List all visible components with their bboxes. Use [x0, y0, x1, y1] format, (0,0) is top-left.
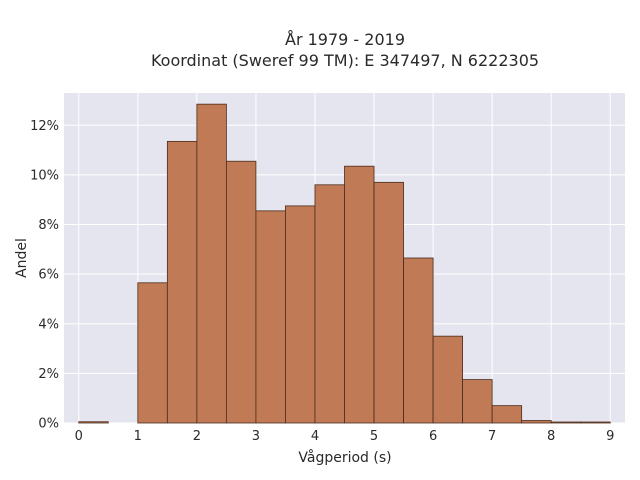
histogram-bar-0	[78, 421, 109, 424]
histogram-bar-4	[196, 103, 227, 424]
chart-title-line-1: År 1979 - 2019	[285, 30, 405, 49]
x-tick-label-7: 7	[488, 429, 496, 444]
histogram-bar-15	[521, 420, 552, 424]
histogram-bar-6	[255, 210, 286, 424]
bars	[78, 103, 611, 424]
y-tick-label-4: 8%	[38, 218, 59, 233]
histogram-bar-14	[491, 405, 523, 424]
histogram-bar-2	[137, 282, 168, 424]
y-axis-ticks: 0% 2% 4% 6% 8% 10% 12%	[30, 119, 59, 432]
histogram-bar-17	[580, 421, 611, 424]
x-tick-label-3: 3	[252, 429, 260, 444]
histogram-bar-11	[403, 257, 434, 424]
y-axis-label: Andel	[14, 238, 30, 278]
x-tick-label-9: 9	[606, 429, 614, 444]
x-tick-label-8: 8	[547, 429, 555, 444]
histogram-bar-16	[550, 421, 582, 424]
histogram-bar-10	[373, 181, 404, 424]
y-tick-label-5: 10%	[30, 168, 59, 183]
histogram-bar-13	[462, 379, 493, 424]
x-tick-label-5: 5	[370, 429, 378, 444]
x-tick-label-4: 4	[311, 429, 319, 444]
x-axis-ticks: 0 1 2 3 4 5 6 7 8 9	[75, 429, 615, 444]
x-tick-label-1: 1	[134, 429, 142, 444]
chart-title-line-2: Koordinat (Sweref 99 TM): E 347497, N 62…	[151, 51, 539, 70]
histogram-bar-7	[285, 205, 316, 424]
x-axis-label: Vågperiod (s)	[298, 449, 391, 466]
y-tick-label-2: 4%	[38, 317, 59, 332]
histogram-bar-8	[314, 184, 345, 424]
y-tick-label-6: 12%	[30, 119, 59, 134]
histogram-bar-12	[432, 335, 464, 424]
y-tick-label-3: 6%	[38, 268, 59, 283]
y-tick-label-1: 2%	[38, 367, 59, 382]
x-tick-label-6: 6	[429, 429, 437, 444]
histogram-bar-5	[225, 160, 257, 424]
y-tick-label-0: 0%	[38, 417, 59, 432]
x-tick-label-2: 2	[193, 429, 201, 444]
x-tick-label-0: 0	[75, 429, 83, 444]
histogram-bar-3	[166, 140, 198, 424]
histogram-bar-9	[344, 165, 375, 424]
